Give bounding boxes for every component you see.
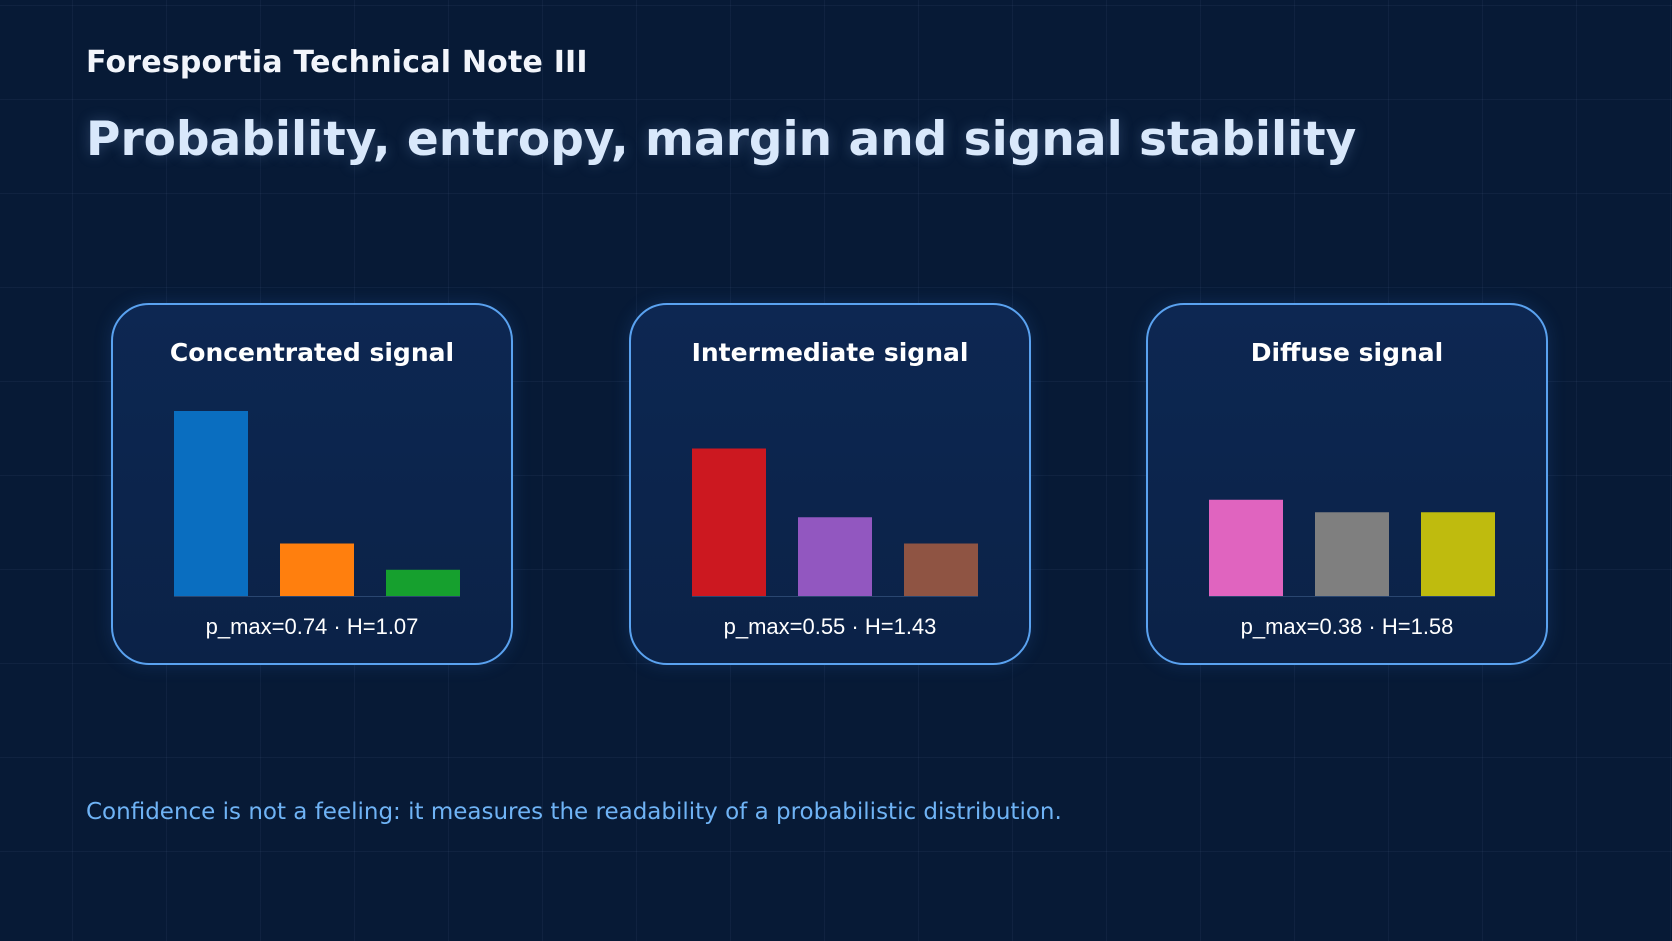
footer-note: Confidence is not a feeling: it measures…: [86, 799, 1062, 825]
series-kicker: Foresportia Technical Note III: [86, 45, 588, 80]
slide-title: Probability, entropy, margin and signal …: [86, 112, 1357, 167]
bar-chart-concentrated: [174, 411, 460, 597]
card-intermediate-signal: Intermediate signal p_max=0.55 · H=1.43: [629, 303, 1031, 665]
bar-3: [386, 569, 460, 596]
bar-chart-intermediate: [692, 448, 978, 597]
bar-3: [904, 543, 978, 596]
card-metrics: p_max=0.74 · H=1.07: [205, 614, 419, 639]
bar-2: [280, 543, 354, 596]
slide-header: Foresportia Technical Note III Probabili…: [86, 38, 1356, 180]
card-title: Concentrated signal: [169, 338, 455, 367]
bar-2: [1315, 512, 1389, 596]
bar-chart-diffuse: [1209, 499, 1495, 597]
card-metrics: p_max=0.55 · H=1.43: [723, 614, 937, 639]
card-title: Diffuse signal: [1250, 338, 1444, 367]
bar-3: [1421, 512, 1495, 596]
card-diffuse-signal: Diffuse signal p_max=0.38 · H=1.58: [1146, 303, 1548, 665]
bar-1: [1209, 499, 1283, 596]
card-concentrated-signal: Concentrated signal p_max=0.74 · H=1.07: [111, 303, 513, 665]
bar-1: [692, 448, 766, 596]
card-metrics: p_max=0.38 · H=1.58: [1240, 614, 1454, 639]
card-title: Intermediate signal: [691, 338, 969, 367]
bar-1: [174, 411, 248, 596]
bar-2: [798, 517, 872, 596]
